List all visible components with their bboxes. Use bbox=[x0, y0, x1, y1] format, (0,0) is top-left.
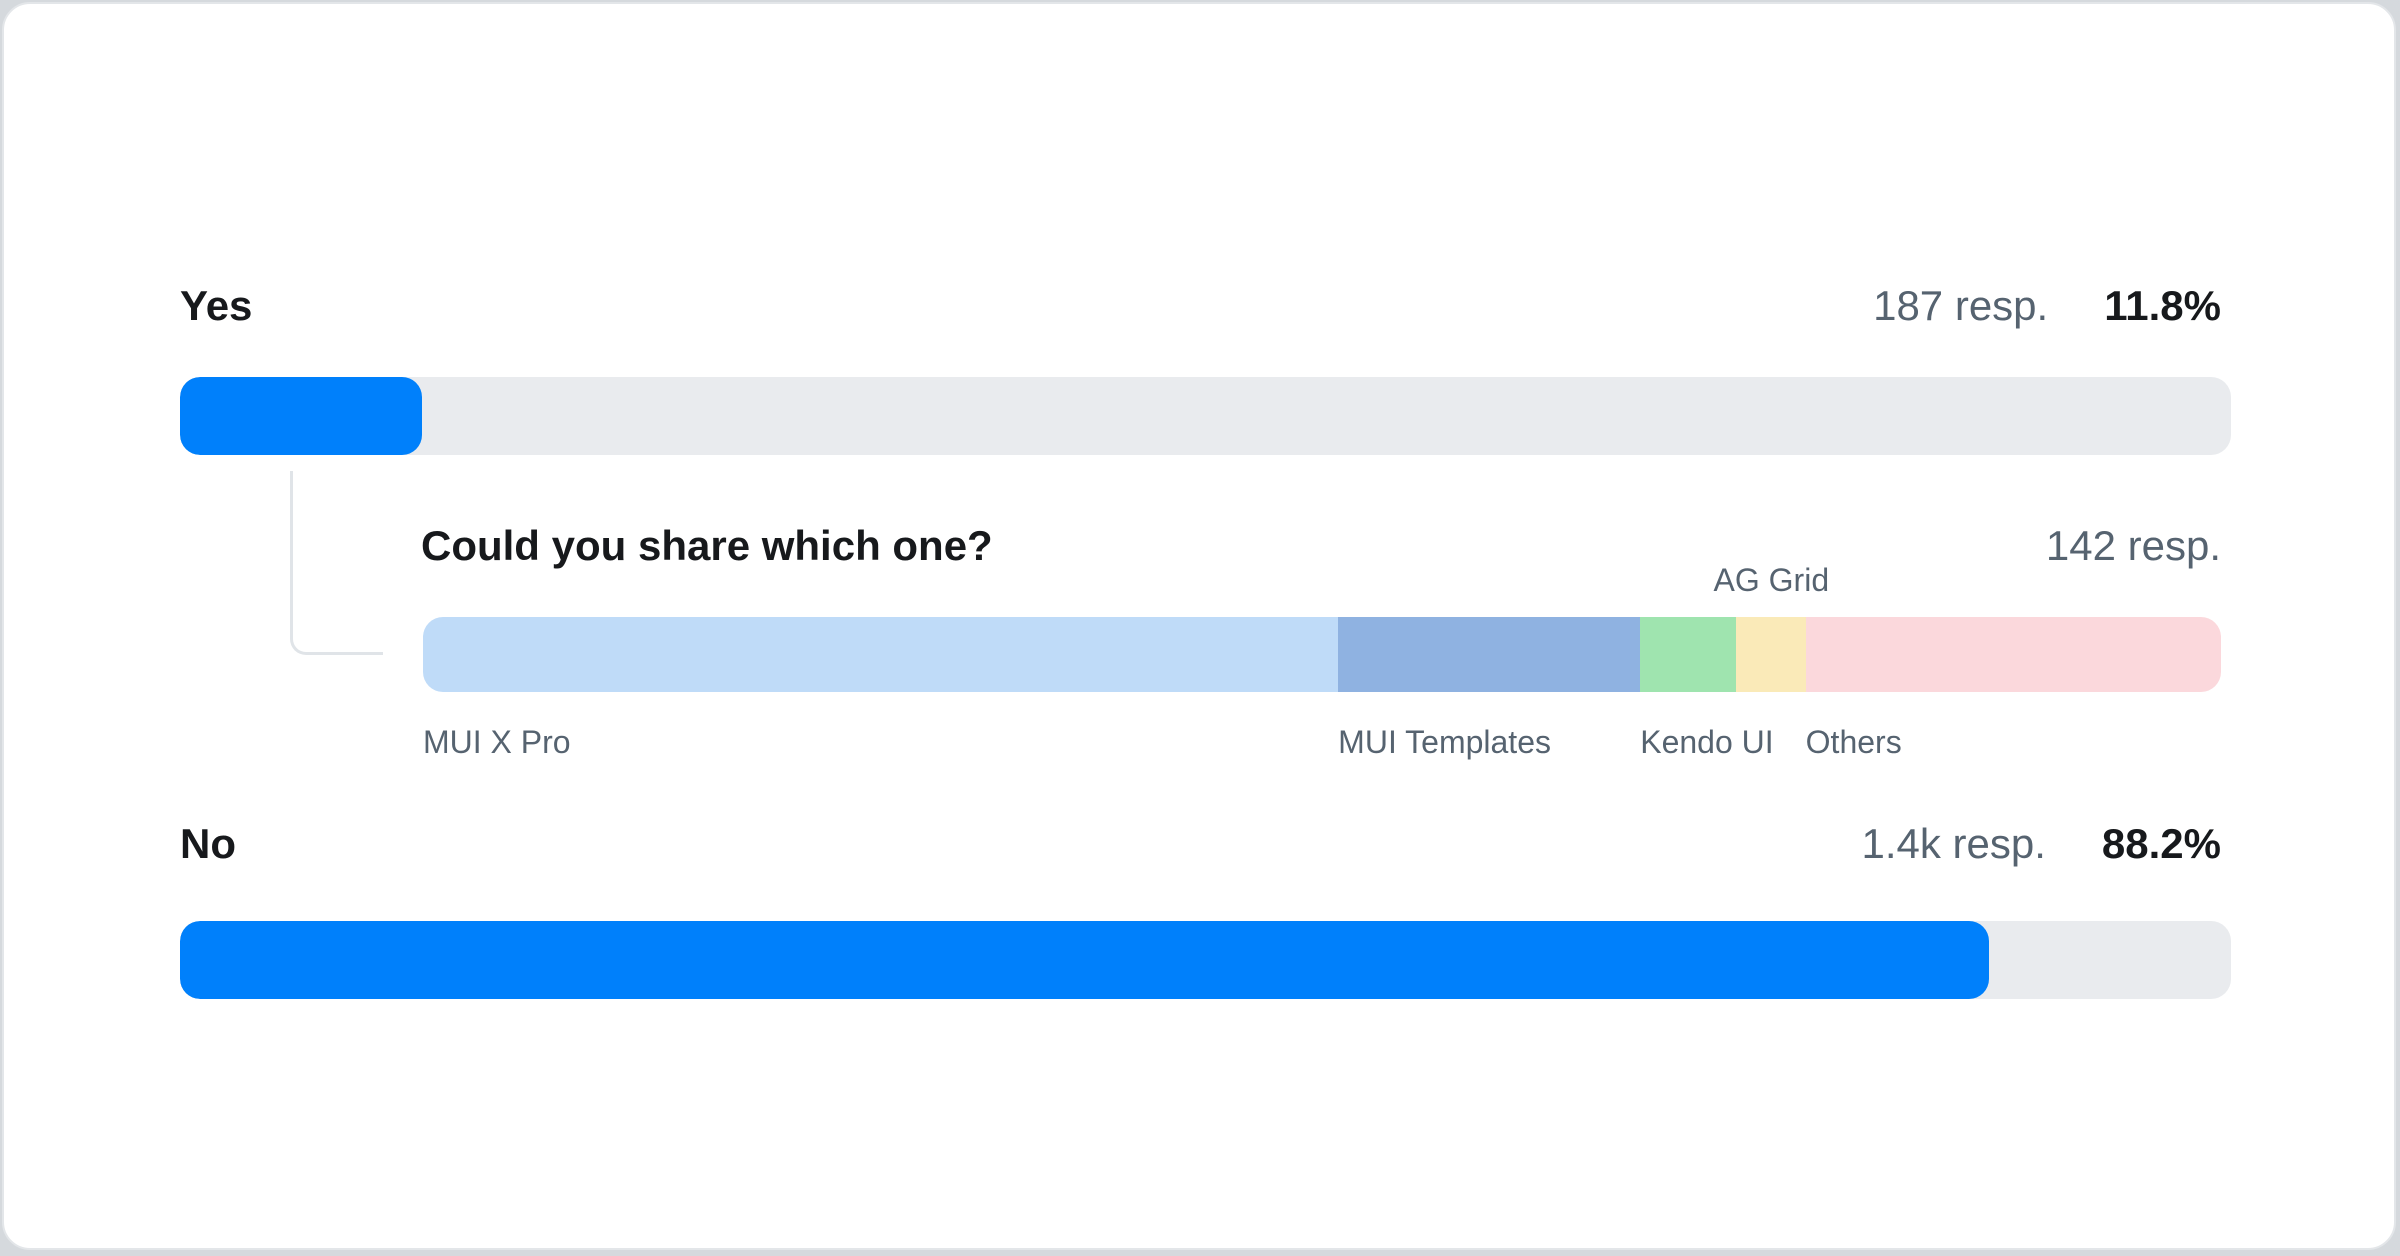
yes-stats: 187 resp. 11.8% bbox=[1873, 284, 2221, 328]
no-responses-count: 1.4k resp. bbox=[1861, 820, 2046, 867]
followup-connector-line bbox=[290, 471, 383, 655]
no-percent: 88.2% bbox=[2101, 820, 2221, 867]
segment-label-others: Others bbox=[1805, 724, 1902, 760]
stacked-bar-labels-above: AG Grid bbox=[423, 560, 2221, 600]
segment-kendo-ui[interactable] bbox=[1640, 617, 1736, 692]
no-bar-fill bbox=[180, 921, 1989, 999]
segment-label-mui-templates: MUI Templates bbox=[1338, 724, 1551, 760]
yes-bar-track[interactable] bbox=[180, 377, 2231, 455]
followup-stats: 142 resp. bbox=[2046, 524, 2221, 568]
yes-percent: 11.8% bbox=[2104, 282, 2221, 329]
no-bar-track[interactable] bbox=[180, 921, 2231, 999]
stacked-bar-labels-below: MUI X Pro MUI Templates Kendo UI Others bbox=[423, 722, 2221, 762]
stacked-bar[interactable] bbox=[423, 617, 2221, 692]
segment-ag-grid[interactable] bbox=[1735, 617, 1806, 692]
no-stats: 1.4k resp. 88.2% bbox=[1861, 822, 2221, 866]
yes-bar-fill bbox=[180, 377, 423, 455]
followup-responses-count: 142 resp. bbox=[2045, 522, 2221, 569]
segment-mui-x-pro[interactable] bbox=[423, 617, 1339, 692]
followup-question-title: Could you share which one? bbox=[421, 522, 993, 569]
option-label-yes: Yes bbox=[180, 282, 253, 329]
yes-responses-count: 187 resp. bbox=[1873, 282, 2049, 329]
option-label-no: No bbox=[180, 820, 236, 867]
segment-label-mui-x-pro: MUI X Pro bbox=[423, 724, 571, 760]
segment-label-kendo-ui: Kendo UI bbox=[1640, 724, 1774, 760]
segment-label-ag-grid: AG Grid bbox=[1713, 562, 1830, 598]
segment-others[interactable] bbox=[1805, 617, 2221, 692]
segment-mui-templates[interactable] bbox=[1338, 617, 1641, 692]
